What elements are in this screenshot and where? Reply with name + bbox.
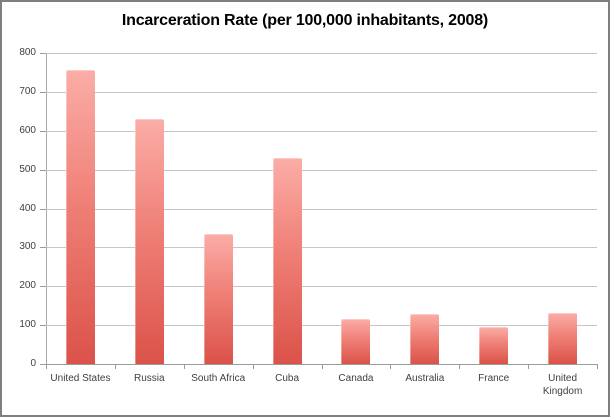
gridline <box>46 208 597 210</box>
gridline <box>46 169 597 171</box>
bar-united-kingdom <box>548 313 578 364</box>
y-axis-tick <box>40 208 46 210</box>
y-axis-tick-label: 800 <box>19 47 36 58</box>
gridline <box>46 286 597 288</box>
x-axis-label: Cuba <box>275 373 300 384</box>
x-axis-label: United States <box>50 373 111 384</box>
y-axis-tick-label: 400 <box>19 202 36 214</box>
y-axis-tick-label: 200 <box>19 280 36 292</box>
x-axis-label: South Africa <box>191 373 246 384</box>
x-axis-label: France <box>478 373 510 384</box>
bar-france <box>479 326 509 364</box>
y-axis-tick-label: 300 <box>19 241 36 253</box>
y-axis-tick <box>40 247 46 249</box>
y-axis-tick <box>40 325 46 327</box>
x-axis-label: Australia <box>405 373 445 384</box>
x-axis-label: Canada <box>338 373 374 384</box>
bar-australia <box>410 313 440 364</box>
y-axis-tick <box>40 286 46 288</box>
x-axis-tick <box>114 364 116 369</box>
plot-area <box>40 53 598 369</box>
gridline <box>46 247 597 249</box>
y-axis-tick-label: 100 <box>19 319 36 331</box>
y-axis-tick-label: 600 <box>19 124 36 136</box>
x-axis-tick <box>597 364 598 369</box>
bar-united-states <box>65 70 95 364</box>
x-axis-tick <box>390 364 392 369</box>
x-axis-label: United Kingdom <box>542 373 583 397</box>
y-axis-tick <box>40 53 46 54</box>
x-axis-tick <box>528 364 530 369</box>
gridline <box>46 53 597 54</box>
bar-south-africa <box>203 233 233 364</box>
x-axis-tick <box>252 364 254 369</box>
y-axis-tick <box>40 91 46 93</box>
y-axis-tick-label: 500 <box>19 163 36 175</box>
x-axis-label: Russia <box>134 373 165 384</box>
x-axis-tick <box>321 364 323 369</box>
bar-canada <box>341 318 371 364</box>
x-axis-tick <box>183 364 185 369</box>
chart-title: Incarceration Rate (per 100,000 inhabita… <box>121 12 489 29</box>
gridline <box>46 325 597 327</box>
bar-cuba <box>272 157 302 364</box>
y-axis-tick-label: 700 <box>19 85 36 97</box>
y-axis-tick <box>40 364 46 365</box>
y-axis-tick <box>40 130 46 132</box>
x-axis-tick <box>459 364 461 369</box>
gridline <box>46 91 597 93</box>
bar-russia <box>134 119 164 364</box>
x-axis-tick <box>46 364 47 369</box>
y-axis-tick <box>40 169 46 171</box>
gridline <box>46 130 597 132</box>
y-axis-tick-label: 0 <box>30 358 36 369</box>
